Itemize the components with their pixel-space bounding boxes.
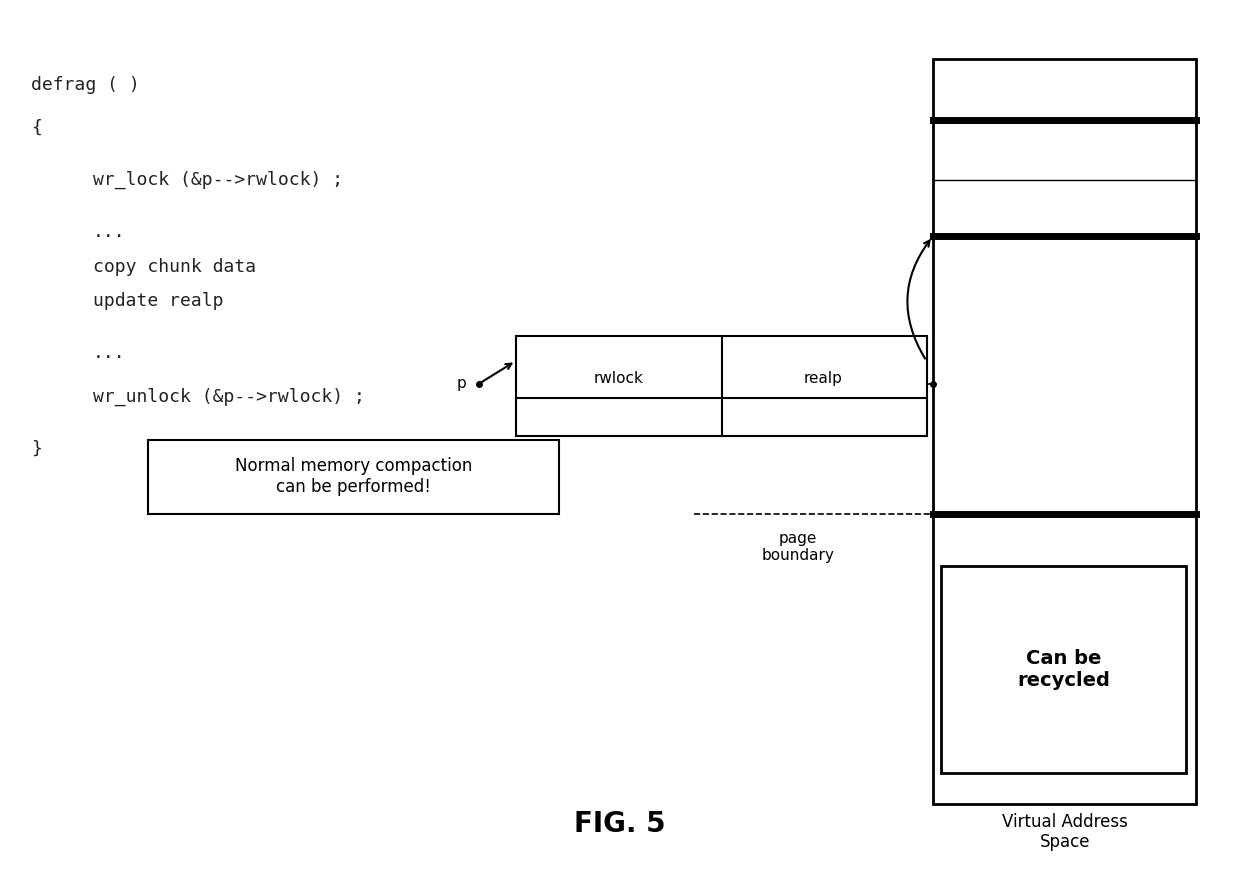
Text: }: } xyxy=(31,440,42,458)
Text: update realp: update realp xyxy=(93,292,223,311)
Text: wr_lock (&p-->rwlock) ;: wr_lock (&p-->rwlock) ; xyxy=(93,171,343,189)
Bar xyxy=(932,237,1197,514)
Text: Virtual Address
Space: Virtual Address Space xyxy=(1002,812,1128,852)
Bar xyxy=(516,336,926,436)
Text: ...: ... xyxy=(93,344,125,363)
Bar xyxy=(932,120,1197,237)
Text: {: { xyxy=(31,119,42,137)
Bar xyxy=(941,566,1187,774)
Text: Can be
recycled: Can be recycled xyxy=(1017,649,1110,690)
Text: wr_unlock (&p-->rwlock) ;: wr_unlock (&p-->rwlock) ; xyxy=(93,387,365,406)
Text: p: p xyxy=(458,377,466,392)
Text: ...: ... xyxy=(93,224,125,241)
Text: FIG. 5: FIG. 5 xyxy=(574,810,666,839)
Bar xyxy=(932,59,1197,803)
Text: copy chunk data: copy chunk data xyxy=(93,258,255,275)
Text: realp: realp xyxy=(804,371,843,386)
Text: rwlock: rwlock xyxy=(594,371,644,386)
Text: page
boundary: page boundary xyxy=(761,531,835,563)
Text: defrag ( ): defrag ( ) xyxy=(31,76,140,94)
Text: Normal memory compaction
can be performed!: Normal memory compaction can be performe… xyxy=(234,458,472,496)
Bar xyxy=(148,440,559,514)
